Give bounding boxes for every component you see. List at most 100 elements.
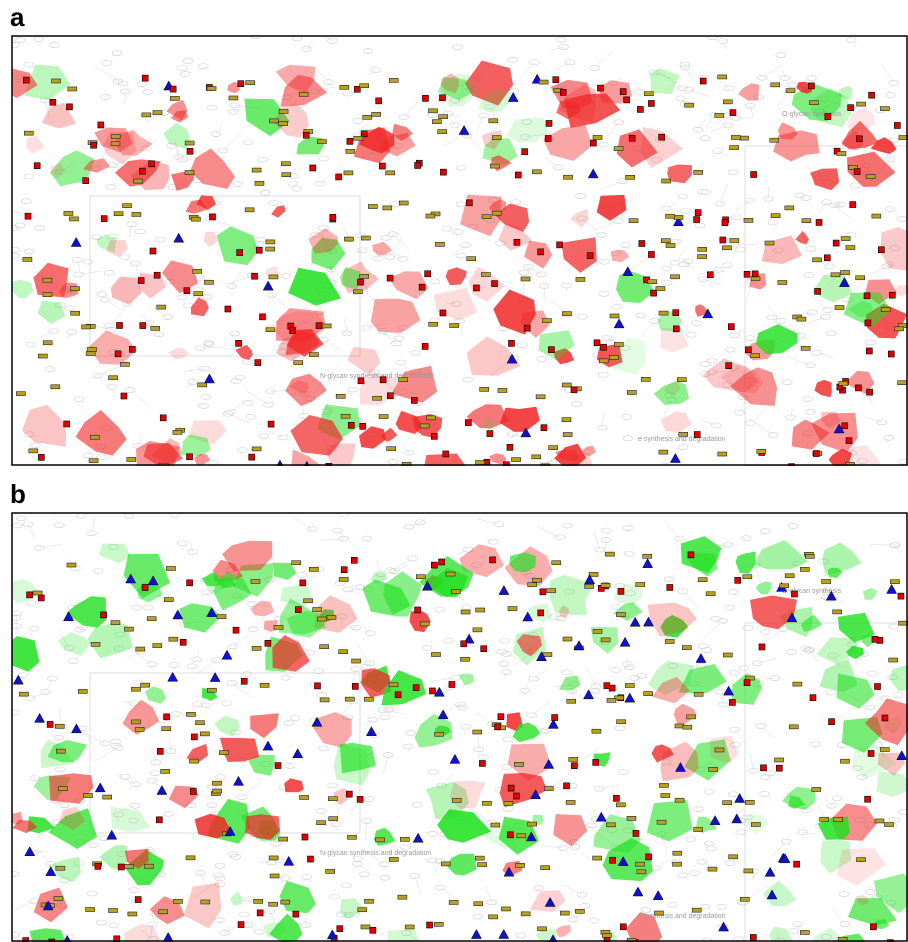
- network-node: [679, 61, 691, 68]
- metabolite-tag: [435, 242, 445, 247]
- network-node: [347, 386, 358, 393]
- green-hull: [248, 754, 275, 776]
- metabolite-tag: [398, 377, 408, 382]
- network-node: [105, 326, 117, 333]
- metabolite-tag: [614, 342, 624, 347]
- network-edge: [383, 754, 389, 774]
- network-node: [558, 44, 569, 50]
- network-node: [66, 329, 77, 335]
- metabolite-tag: [714, 113, 725, 118]
- network-edge: [356, 250, 363, 252]
- red-square: [881, 714, 889, 722]
- metabolite-tag: [326, 615, 337, 620]
- red-square: [336, 925, 344, 932]
- blue-triangle: [766, 889, 778, 900]
- green-hull: [163, 122, 190, 149]
- metabolite-tag: [874, 818, 885, 824]
- network-node: [34, 225, 46, 231]
- network-node: [226, 680, 238, 686]
- network-edge: [44, 99, 51, 119]
- network-node: [92, 568, 104, 574]
- network-edge: [676, 239, 680, 242]
- network-node: [142, 89, 154, 95]
- red-square: [26, 591, 33, 599]
- red-hull: [880, 227, 908, 271]
- metabolite-tag: [340, 413, 351, 419]
- green-hull: [52, 856, 81, 883]
- metabolite-tag: [293, 360, 304, 365]
- network-node: [377, 707, 389, 714]
- red-hull: [122, 699, 160, 735]
- network-edge: [811, 296, 828, 311]
- metabolite-tag: [514, 762, 524, 767]
- network-node: [804, 646, 815, 653]
- red-hull: [289, 380, 309, 395]
- network-edge: [533, 669, 547, 679]
- blue-triangle: [613, 318, 625, 329]
- network-edge: [60, 162, 76, 172]
- network-node: [671, 238, 682, 245]
- network-edge: [531, 461, 552, 464]
- network-edge: [707, 115, 728, 130]
- red-square: [864, 319, 872, 327]
- network-node: [693, 806, 704, 812]
- network-node: [805, 246, 817, 252]
- metabolite-tag: [643, 91, 654, 97]
- network-edge: [253, 612, 269, 630]
- network-node: [442, 110, 454, 117]
- network-node: [610, 667, 621, 673]
- network-node: [575, 193, 586, 199]
- red-hull: [280, 74, 328, 107]
- network-node: [12, 252, 20, 259]
- network-node: [237, 447, 248, 453]
- network-node: [150, 759, 162, 766]
- network-node: [124, 387, 136, 393]
- network-node: [742, 625, 754, 631]
- red-hull: [124, 923, 161, 942]
- red-square: [815, 219, 823, 226]
- network-node: [724, 604, 735, 611]
- network-node: [697, 643, 709, 649]
- metabolite-tag: [309, 567, 319, 572]
- red-square: [379, 376, 387, 384]
- network-node: [403, 449, 415, 456]
- blue-triangle: [24, 846, 36, 857]
- pathway-label: O-glycan synthesis: [782, 588, 842, 595]
- network-node: [601, 334, 613, 341]
- red-square: [360, 130, 368, 138]
- red-hull: [738, 83, 760, 101]
- network-edge: [829, 260, 835, 267]
- network-node: [229, 102, 241, 109]
- network-edge: [38, 227, 40, 232]
- metabolite-tag: [192, 268, 203, 274]
- red-hull: [83, 158, 110, 173]
- blue-triangle: [204, 373, 215, 384]
- red-hull: [114, 129, 153, 156]
- red-square: [617, 588, 625, 595]
- red-square: [33, 162, 41, 170]
- red-hull: [372, 241, 392, 256]
- network-node: [434, 858, 446, 864]
- network-node: [692, 126, 704, 133]
- network-edge: [683, 264, 695, 268]
- network-node: [889, 816, 900, 823]
- network-edge: [881, 64, 894, 83]
- red-square: [540, 424, 548, 432]
- network-node: [396, 359, 407, 366]
- network-edge: [802, 831, 815, 835]
- green-hull: [230, 891, 244, 906]
- network-node: [356, 247, 368, 254]
- network-node: [332, 527, 343, 534]
- green-hull: [381, 670, 426, 706]
- network-node: [314, 180, 326, 187]
- red-square: [82, 177, 90, 184]
- network-node: [187, 379, 199, 385]
- metabolite-tag: [278, 836, 288, 842]
- network-node: [73, 860, 85, 867]
- green-hull: [24, 64, 71, 101]
- network-node: [772, 247, 784, 254]
- network-node: [289, 715, 301, 721]
- network-node: [314, 309, 326, 315]
- network-node: [228, 109, 239, 115]
- red-square: [38, 454, 45, 461]
